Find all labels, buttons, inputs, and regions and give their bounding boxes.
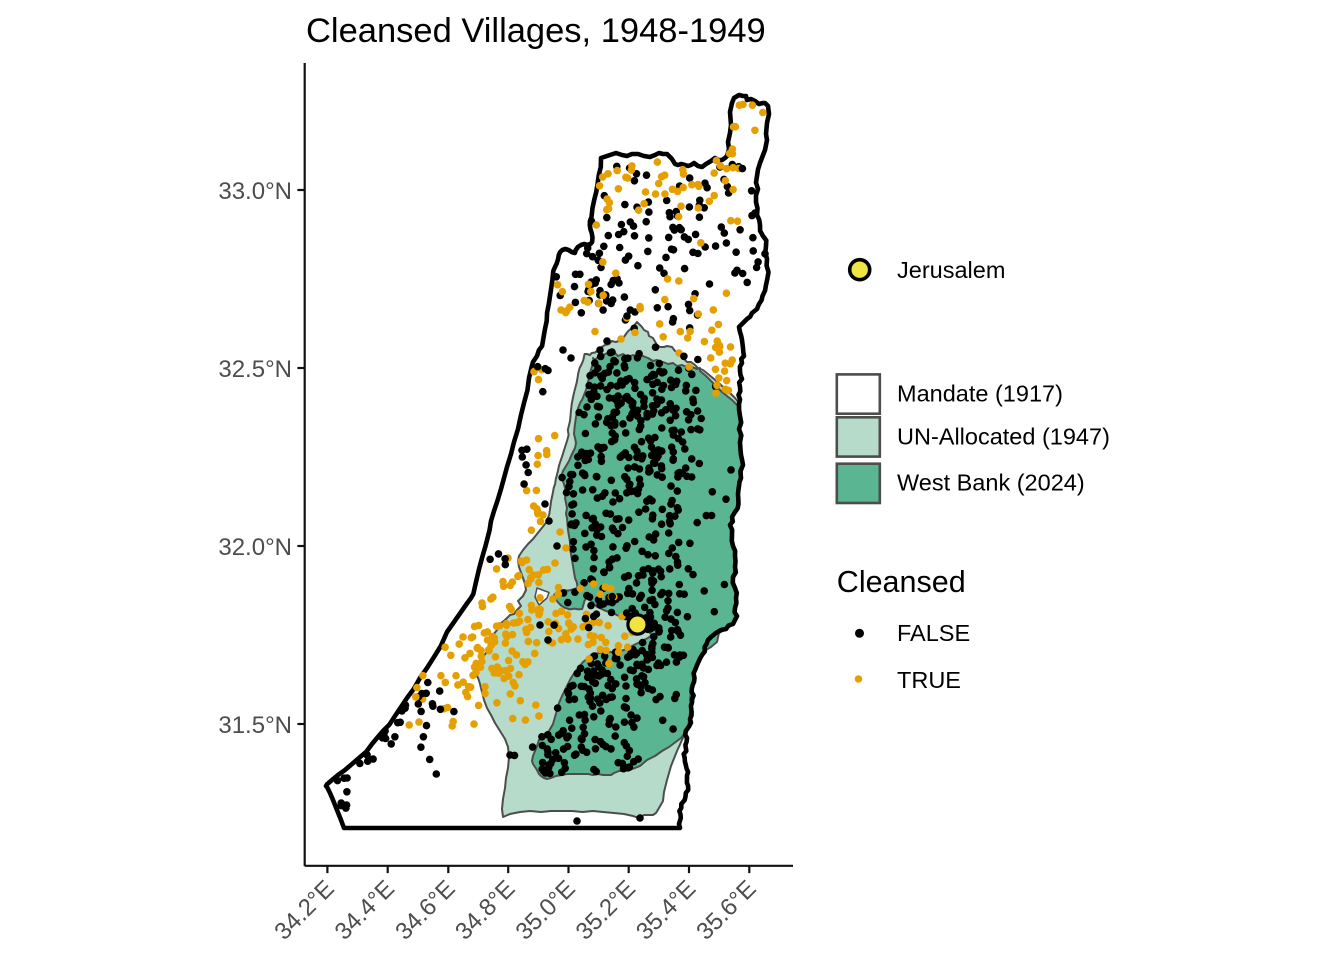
svg-text:Cleansed Villages, 1948-1949: Cleansed Villages, 1948-1949 — [306, 12, 766, 50]
svg-text:Cleansed: Cleansed — [837, 565, 966, 599]
svg-text:Jerusalem: Jerusalem — [897, 257, 1005, 283]
svg-text:TRUE: TRUE — [897, 667, 961, 693]
svg-text:Mandate (1917): Mandate (1917) — [897, 380, 1063, 406]
svg-text:31.5°N: 31.5°N — [218, 712, 292, 739]
svg-text:32.5°N: 32.5°N — [218, 356, 292, 383]
svg-text:32.0°N: 32.0°N — [218, 534, 292, 561]
svg-text:33.0°N: 33.0°N — [218, 178, 292, 205]
svg-text:UN-Allocated (1947): UN-Allocated (1947) — [897, 423, 1110, 449]
svg-text:FALSE: FALSE — [897, 620, 970, 646]
svg-text:West Bank (2024): West Bank (2024) — [897, 470, 1085, 496]
